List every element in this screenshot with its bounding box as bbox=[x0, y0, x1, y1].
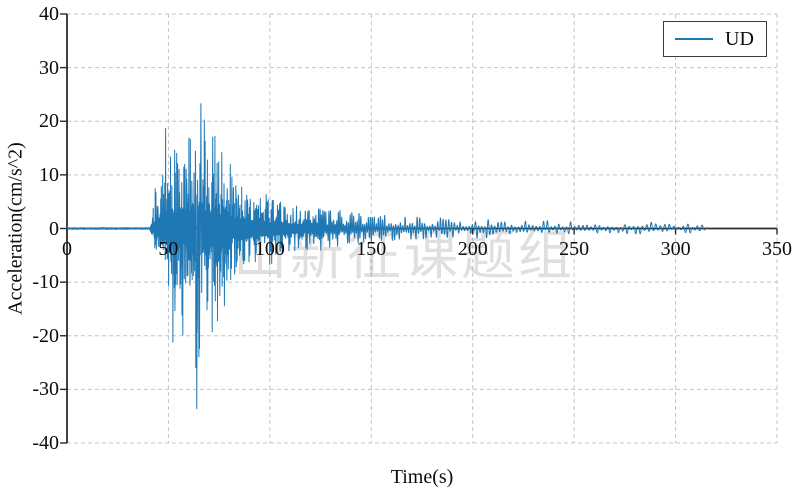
x-tick-label-250: 250 bbox=[559, 238, 590, 260]
ud-waveform-series bbox=[66, 103, 709, 410]
y-tick-label-30: 30 bbox=[39, 56, 59, 79]
y-axis-label: Acceleration(cm/s^2) bbox=[4, 142, 27, 315]
x-tick-label-350: 350 bbox=[762, 238, 792, 260]
x-tick-label-0: 0 bbox=[62, 238, 72, 260]
x-tick-label-300: 300 bbox=[660, 238, 691, 260]
y-tick-label--20: -20 bbox=[32, 324, 59, 347]
legend-ud-label: UD bbox=[725, 27, 754, 50]
x-tick-label-200: 200 bbox=[457, 238, 488, 260]
legend-box: UD bbox=[663, 21, 767, 57]
y-tick-label-10: 10 bbox=[39, 163, 59, 186]
x-tick-label-50: 50 bbox=[158, 238, 179, 260]
y-tick-label--10: -10 bbox=[32, 271, 59, 294]
y-tick-label--30: -30 bbox=[32, 378, 59, 401]
y-tick-label-0: 0 bbox=[49, 217, 59, 240]
y-tick-label--40: -40 bbox=[32, 432, 59, 454]
x-tick-label-100: 100 bbox=[254, 238, 285, 260]
x-tick-label-150: 150 bbox=[356, 238, 387, 260]
legend-ud-line-sample bbox=[675, 38, 713, 40]
x-axis-label: Time(s) bbox=[390, 466, 454, 488]
y-tick-label-20: 20 bbox=[39, 110, 59, 133]
y-tick-label-40: 40 bbox=[39, 3, 59, 25]
